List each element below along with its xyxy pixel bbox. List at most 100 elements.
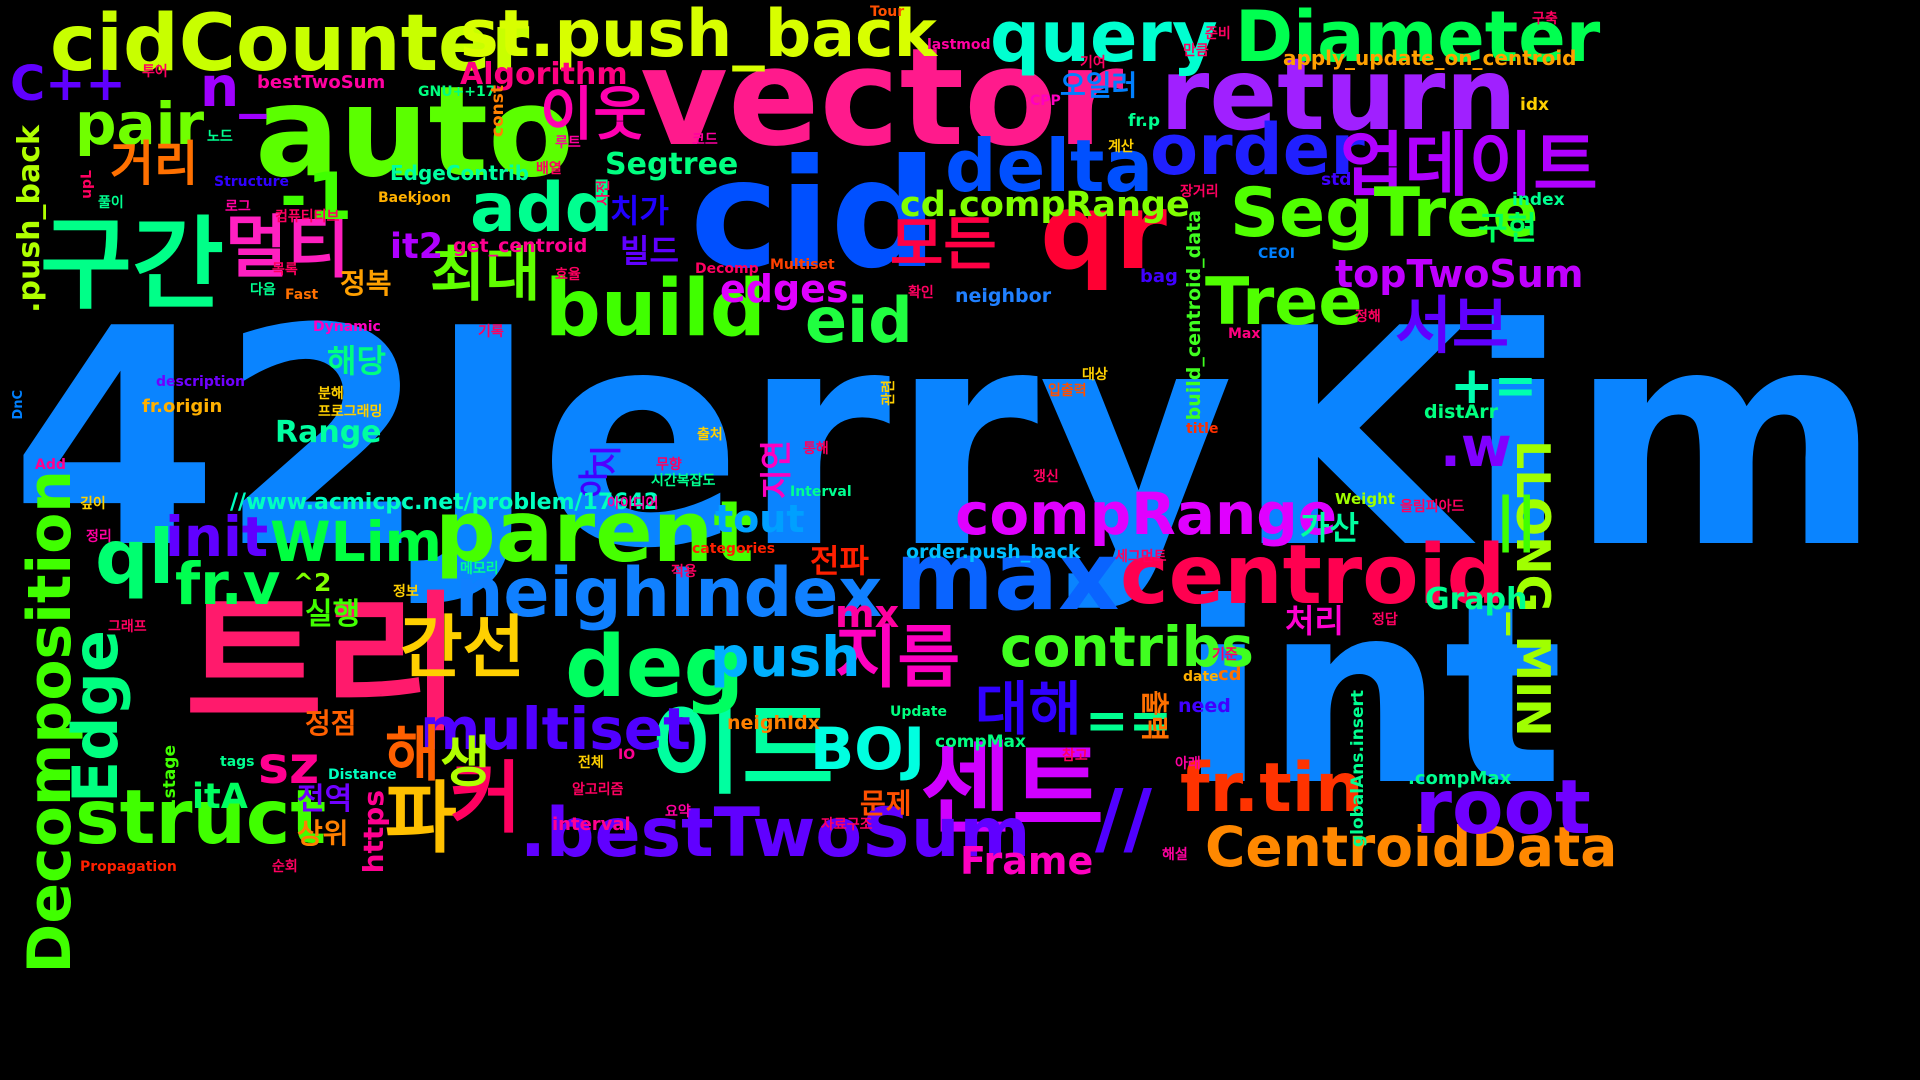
cloud-word: 상위 xyxy=(297,817,349,850)
cloud-word: Baekjoon xyxy=(378,190,451,206)
cloud-word: Update xyxy=(890,704,948,720)
cloud-word: 처리 xyxy=(1285,602,1344,640)
cloud-word: IO xyxy=(618,747,636,763)
cloud-word: Add xyxy=(35,457,66,473)
cloud-word: SegTree xyxy=(1230,174,1539,253)
cloud-word: build_centroid_data xyxy=(1183,210,1205,421)
cloud-word: return xyxy=(1160,36,1517,153)
cloud-word: Diameter xyxy=(1235,0,1601,78)
cloud-word: 올림피아드 xyxy=(1400,499,1465,515)
cloud-word: // xyxy=(1095,774,1152,864)
cloud-word: it2 xyxy=(390,227,444,267)
cloud-word: 알고리즘 xyxy=(572,782,624,798)
cloud-word: 서브 xyxy=(1395,289,1510,362)
cloud-word: tags xyxy=(220,754,255,770)
cloud-word: 해 xyxy=(385,720,441,790)
cloud-word: categories xyxy=(692,541,776,557)
cloud-word: cidCounter xyxy=(50,0,530,89)
cloud-word: interval xyxy=(552,814,631,835)
cloud-word: max xyxy=(895,522,1120,632)
cloud-word: 다음 xyxy=(250,282,276,298)
cloud-word: .bestTwoSum xyxy=(520,794,1031,873)
cloud-word: 코드 xyxy=(692,132,718,148)
cloud-word: 이드 xyxy=(650,691,834,808)
cloud-word: neighIndex xyxy=(455,554,883,633)
cloud-word: 전파 xyxy=(810,542,869,580)
cloud-word: Tree xyxy=(1205,265,1363,340)
cloud-word: 기록 xyxy=(478,324,504,340)
cloud-word: 정보 xyxy=(393,584,419,600)
cloud-word: eid xyxy=(805,284,913,357)
cloud-word: compMax xyxy=(935,732,1026,752)
cloud-word: cid xyxy=(690,128,938,302)
cloud-word: Distance xyxy=(328,767,397,783)
cloud-word: 모든 xyxy=(890,210,997,278)
cloud-word: 컴퓨티티브 xyxy=(275,209,340,225)
cloud-word: 관련 xyxy=(881,380,897,406)
cloud-word: 지연 xyxy=(757,440,795,499)
cloud-word: init xyxy=(165,505,269,569)
cloud-word: distArr xyxy=(1424,401,1498,423)
cloud-word: cd xyxy=(1218,664,1242,685)
cloud-word: 최대 xyxy=(430,240,541,310)
cloud-word: 42JerryKim xyxy=(10,265,1882,614)
cloud-word: C++ xyxy=(10,56,126,112)
cloud-word: Frame xyxy=(960,839,1094,883)
cloud-word: || xyxy=(1495,485,1538,553)
cloud-word: 입출력 xyxy=(1048,383,1087,399)
cloud-word: compRange xyxy=(955,480,1338,548)
cloud-word: 해설 xyxy=(1162,847,1188,863)
cloud-word: root xyxy=(1415,763,1591,851)
cloud-word: 출처 xyxy=(697,427,723,443)
cloud-word: 배열 xyxy=(536,161,562,177)
cloud-word: 이웃 xyxy=(540,80,647,148)
cloud-word: https xyxy=(357,790,390,874)
cloud-word: topTwoSum xyxy=(1335,252,1584,296)
cloud-word: 목록 xyxy=(272,262,298,278)
cloud-word: 지 xyxy=(587,445,625,475)
cloud-word: 자료구조 xyxy=(821,817,873,833)
cloud-word: == xyxy=(1085,691,1173,751)
cloud-word: Structure xyxy=(214,174,290,190)
cloud-word: 치가 xyxy=(610,192,669,230)
cloud-word: 장거리 xyxy=(1180,184,1219,200)
cloud-word: CentroidData xyxy=(1205,815,1618,879)
cloud-word: Dynamic xyxy=(313,319,381,335)
cloud-word: add xyxy=(470,169,614,248)
cloud-word: ^2 xyxy=(293,568,332,597)
cloud-word: 만큼 xyxy=(1183,43,1209,59)
cloud-word: += xyxy=(1450,356,1538,416)
cloud-word: deg xyxy=(565,618,745,717)
cloud-word: idx xyxy=(1520,95,1549,115)
cloud-word: st.push_back xyxy=(460,0,937,72)
cloud-word: int xyxy=(1180,549,1564,840)
cloud-word: 출력 xyxy=(1138,690,1171,742)
cloud-word: 대상 xyxy=(1082,367,1108,383)
cloud-word: -1 xyxy=(280,160,353,235)
cloud-word: 통해 xyxy=(803,441,829,457)
cloud-word: 투어 xyxy=(142,64,168,80)
cloud-word: 깊이 xyxy=(80,496,106,512)
cloud-word: sz xyxy=(258,736,320,796)
cloud-word: auto xyxy=(255,60,574,205)
cloud-word: push xyxy=(710,625,861,689)
cloud-word: upL xyxy=(79,170,95,199)
cloud-word: 효율 xyxy=(555,267,581,283)
cloud-word: pair xyxy=(75,90,205,158)
cloud-word: EdgeContrib xyxy=(390,161,530,185)
cloud-word: 멀티 xyxy=(225,209,351,288)
cloud-word: 갱신 xyxy=(1033,469,1059,485)
cloud-word: Fast xyxy=(285,287,319,303)
cloud-word: parent xyxy=(435,483,754,582)
cloud-word: Range xyxy=(275,415,382,450)
cloud-word: 분해 xyxy=(318,386,344,402)
cloud-word: 간선 xyxy=(400,609,526,688)
cloud-word: //www.acmicpc.net/problem/17642 xyxy=(230,490,660,515)
cloud-word: mx xyxy=(835,592,900,636)
cloud-word: 아래 xyxy=(1175,756,1201,772)
cloud-word: 준비 xyxy=(1205,26,1231,42)
cloud-word: edges xyxy=(720,267,849,311)
cloud-word: .compMax xyxy=(1408,768,1512,789)
cloud-word: Weight xyxy=(1335,490,1395,508)
